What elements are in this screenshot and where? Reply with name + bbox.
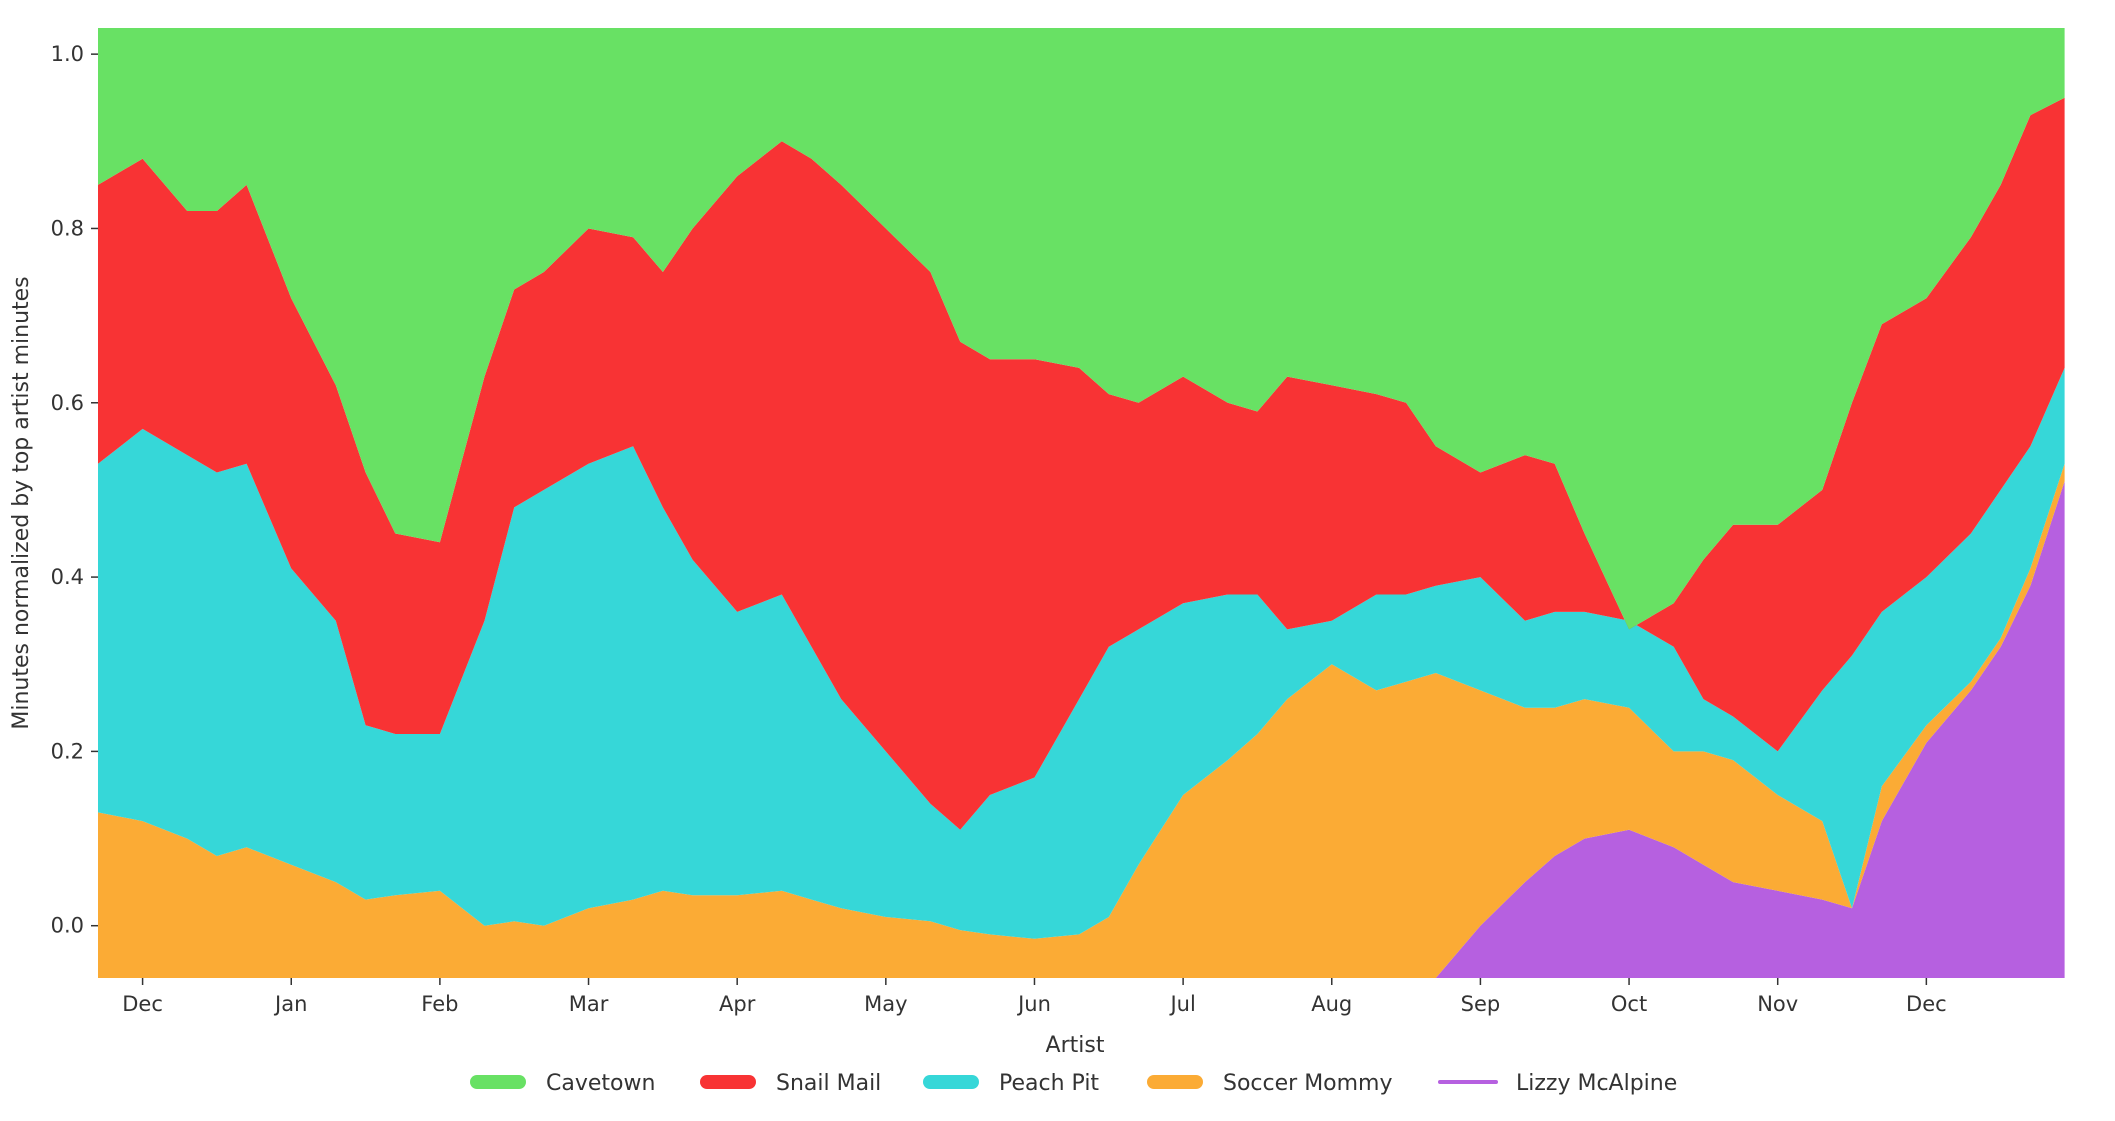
legend-label-peach-pit: Peach Pit — [999, 1071, 1099, 1096]
y-tick-label: 0.6 — [51, 391, 84, 415]
x-axis: Dec Jan Feb Mar Apr May Jun Jul Aug Sep Oct Nov Dec — [122, 978, 1947, 1016]
legend-item-snail-mail: Snail Mail — [700, 1071, 881, 1096]
y-axis-label: Minutes normalized by top artist minutes — [9, 276, 34, 729]
legend-title: Artist — [1046, 1033, 1105, 1058]
legend-item-lizzy-mcalpine: Lizzy McAlpine — [1438, 1071, 1677, 1096]
legend-item-soccer-mommy: Soccer Mommy — [1147, 1071, 1393, 1096]
x-tick-label: Sep — [1461, 992, 1501, 1016]
y-tick-label: 0.2 — [51, 739, 84, 763]
legend-label-cavetown: Cavetown — [546, 1071, 655, 1096]
area-lizzy-mcalpine — [98, 481, 2065, 978]
x-tick-label: Aug — [1311, 992, 1352, 1016]
area-cavetown — [98, 28, 2065, 630]
area-snail-mail — [98, 97, 2065, 830]
x-tick-label: Jun — [1016, 992, 1051, 1016]
area-peach-pit — [98, 367, 2065, 939]
x-tick-label: Nov — [1757, 992, 1798, 1016]
legend-swatch-peach-pit — [923, 1075, 979, 1089]
legend-swatch-soccer-mommy — [1147, 1075, 1203, 1089]
legend-label-soccer-mommy: Soccer Mommy — [1223, 1071, 1393, 1096]
legend-item-peach-pit: Peach Pit — [923, 1071, 1099, 1096]
x-tick-label: Feb — [421, 992, 458, 1016]
x-tick-label: May — [864, 992, 907, 1016]
x-tick-label: Jan — [273, 992, 307, 1016]
x-tick-label: Jul — [1168, 992, 1195, 1016]
legend-label-lizzy-mcalpine: Lizzy McAlpine — [1516, 1071, 1677, 1096]
legend-swatch-snail-mail — [700, 1075, 756, 1089]
y-tick-label: 0.0 — [51, 914, 84, 938]
area-soccer-mommy — [98, 463, 2065, 978]
y-tick-label: 1.0 — [51, 42, 84, 66]
y-tick-label: 0.8 — [51, 216, 84, 240]
legend-swatch-cavetown — [470, 1075, 526, 1089]
legend: Cavetown Snail Mail Peach Pit Soccer Mommy L… — [470, 1071, 1677, 1096]
y-tick-label: 0.4 — [51, 565, 84, 589]
legend-label-snail-mail: Snail Mail — [776, 1071, 881, 1096]
x-tick-label: Dec — [1906, 992, 1947, 1016]
x-tick-label: Dec — [122, 992, 163, 1016]
y-axis: 0.0 0.2 0.4 0.6 0.8 1.0 — [51, 42, 98, 938]
plot-area — [98, 28, 2065, 978]
x-tick-label: Apr — [719, 992, 756, 1016]
x-tick-label: Mar — [569, 992, 609, 1016]
x-tick-label: Oct — [1611, 992, 1647, 1016]
legend-item-cavetown: Cavetown — [470, 1071, 655, 1096]
